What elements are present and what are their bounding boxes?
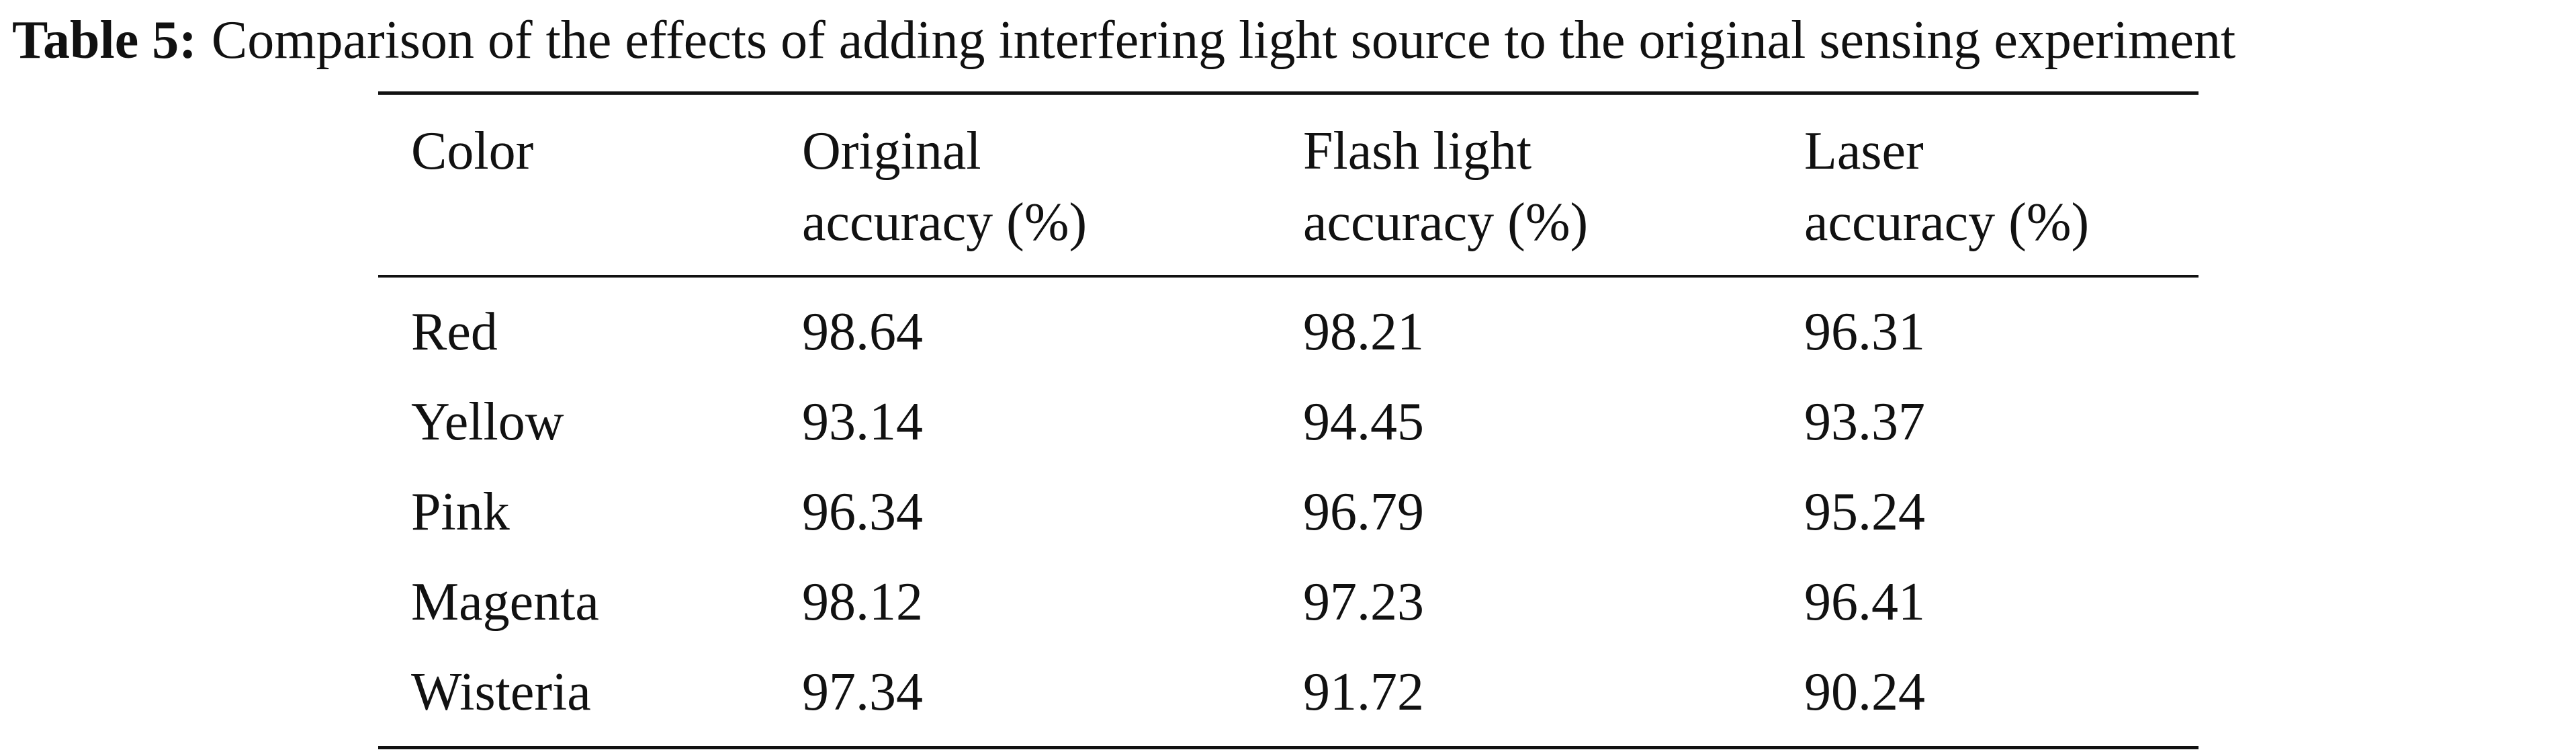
cell: 96.41	[1804, 573, 1925, 632]
header-cell: Color	[411, 122, 534, 181]
cell: 95.24	[1804, 483, 1925, 542]
cell: 91.72	[1303, 663, 1424, 722]
cell: 98.64	[802, 302, 923, 362]
bottom-rule	[378, 746, 2199, 749]
cell: 97.34	[802, 663, 923, 722]
cell: 94.45	[1303, 392, 1424, 452]
header-cell: Flash light	[1303, 122, 1532, 181]
caption-text: Comparison of the effects of adding inte…	[211, 11, 2236, 70]
cell: 98.21	[1303, 302, 1424, 362]
caption-label: Table 5:	[12, 11, 197, 70]
cell: 93.14	[802, 392, 923, 452]
caption: Table 5: Comparison of the effects of add…	[12, 7, 2235, 74]
cell: 96.31	[1804, 302, 1925, 362]
top-rule	[378, 91, 2199, 95]
cell: 96.79	[1303, 483, 1424, 542]
header-cell: accuracy (%)	[1303, 193, 1589, 252]
cell: Red	[411, 302, 498, 362]
cell: Magenta	[411, 573, 599, 632]
cell: Wisteria	[411, 663, 591, 722]
header-cell: Laser	[1804, 122, 1924, 181]
cell: Yellow	[411, 392, 564, 452]
cell: 97.23	[1303, 573, 1424, 632]
cell: Pink	[411, 483, 510, 542]
header-cell: accuracy (%)	[1804, 193, 2090, 252]
header-rule	[378, 275, 2199, 278]
cell: 90.24	[1804, 663, 1925, 722]
cell: 96.34	[802, 483, 923, 542]
cell: 93.37	[1804, 392, 1925, 452]
header-cell: accuracy (%)	[802, 193, 1087, 252]
header-cell: Original	[802, 122, 981, 181]
cell: 98.12	[802, 573, 923, 632]
